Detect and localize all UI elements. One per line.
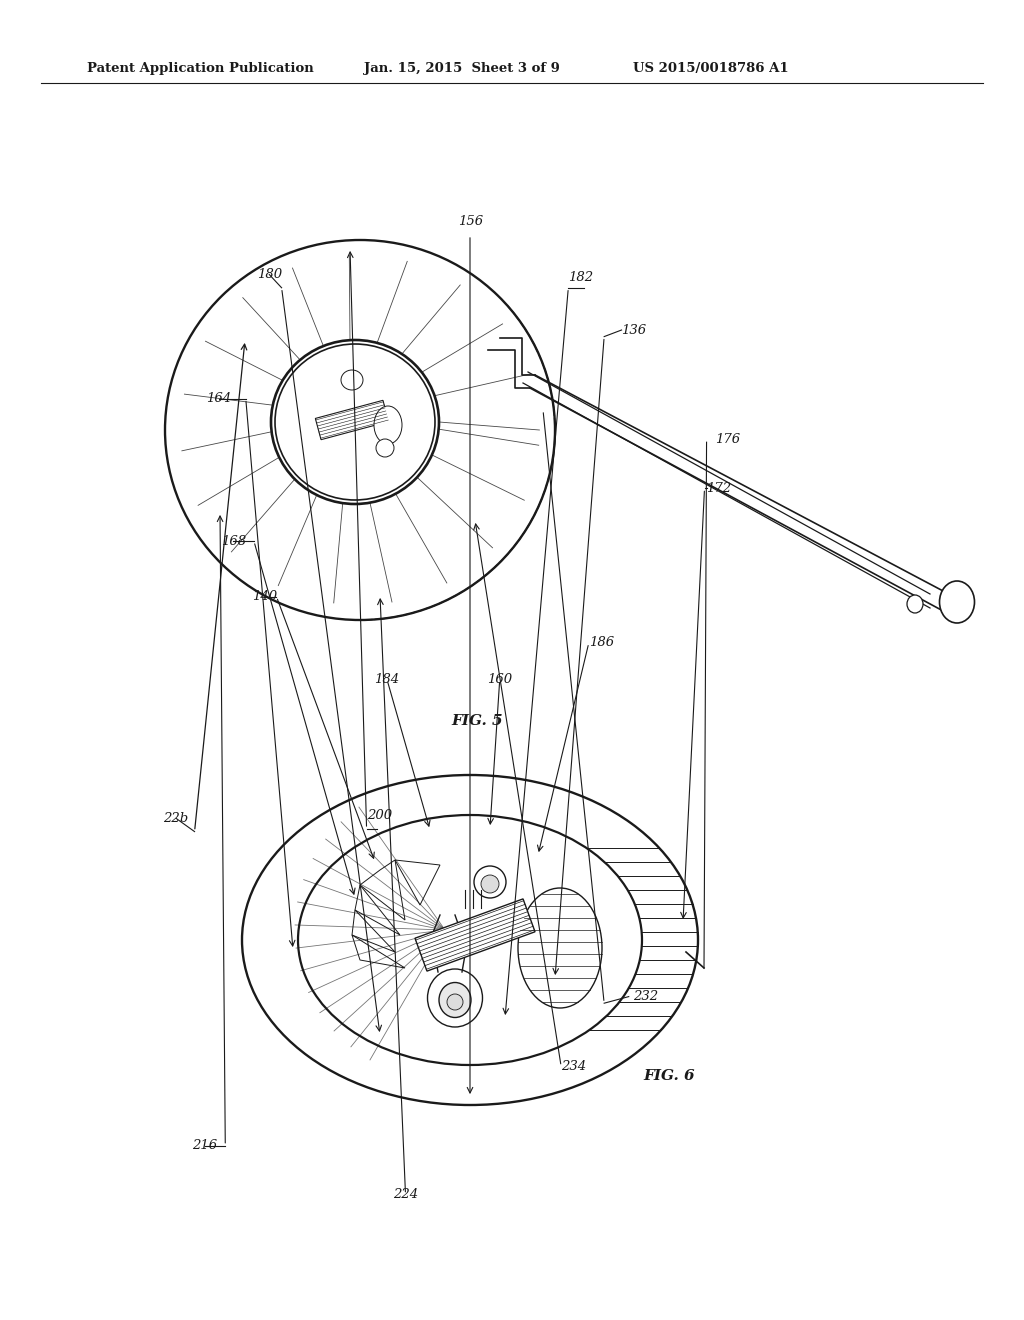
Text: 182: 182: [568, 271, 594, 284]
Ellipse shape: [427, 969, 482, 1027]
Text: Jan. 15, 2015  Sheet 3 of 9: Jan. 15, 2015 Sheet 3 of 9: [364, 62, 559, 75]
Text: 232: 232: [633, 990, 658, 1003]
Text: 180: 180: [257, 268, 282, 281]
Ellipse shape: [165, 240, 555, 620]
Ellipse shape: [518, 888, 602, 1008]
Ellipse shape: [341, 370, 362, 389]
Text: 168: 168: [221, 535, 246, 548]
Text: 184: 184: [375, 673, 399, 686]
Text: 224: 224: [393, 1188, 418, 1201]
Text: FIG. 6: FIG. 6: [643, 1069, 694, 1082]
Ellipse shape: [439, 982, 471, 1018]
Text: 176: 176: [715, 433, 740, 446]
Ellipse shape: [374, 407, 402, 444]
Text: Patent Application Publication: Patent Application Publication: [87, 62, 313, 75]
Text: 22b: 22b: [164, 812, 188, 825]
Ellipse shape: [298, 814, 642, 1065]
Text: 200: 200: [367, 809, 392, 822]
Ellipse shape: [275, 345, 435, 500]
Text: 172: 172: [707, 482, 732, 495]
Text: 136: 136: [622, 323, 647, 337]
Polygon shape: [315, 400, 389, 440]
Text: 234: 234: [561, 1060, 587, 1073]
Ellipse shape: [242, 775, 698, 1105]
Polygon shape: [415, 899, 535, 972]
Text: 160: 160: [487, 673, 512, 686]
Text: FIG. 5: FIG. 5: [452, 714, 503, 727]
Ellipse shape: [907, 595, 923, 612]
Text: 216: 216: [193, 1139, 217, 1152]
Text: 164: 164: [207, 392, 231, 405]
Ellipse shape: [447, 994, 463, 1010]
Ellipse shape: [481, 875, 499, 894]
Text: 140: 140: [252, 590, 276, 603]
Ellipse shape: [474, 866, 506, 898]
Text: US 2015/0018786 A1: US 2015/0018786 A1: [633, 62, 788, 75]
Ellipse shape: [939, 581, 975, 623]
Text: 156: 156: [459, 215, 483, 228]
Ellipse shape: [271, 341, 439, 504]
Text: 186: 186: [589, 636, 614, 649]
Ellipse shape: [376, 440, 394, 457]
